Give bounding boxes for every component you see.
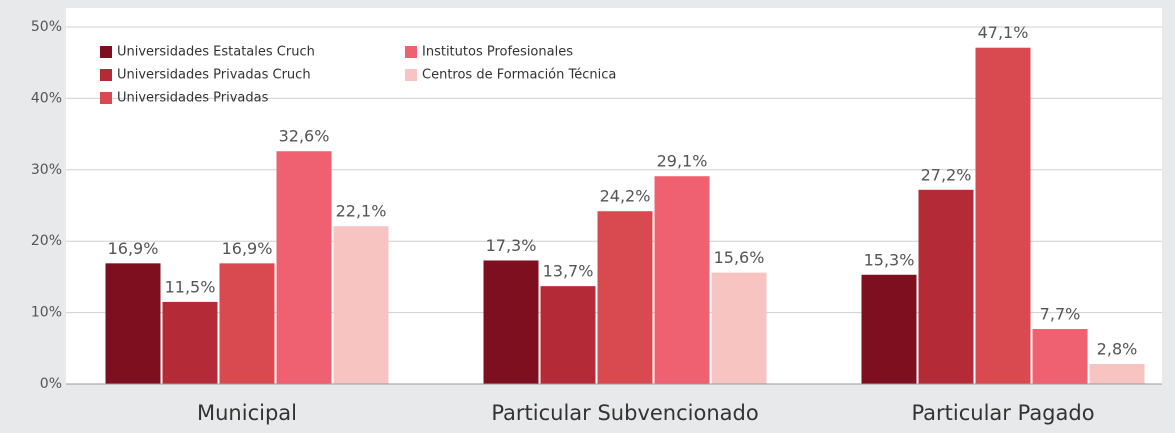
bar — [162, 301, 218, 384]
value-label: 2,8% — [1097, 340, 1138, 359]
bar — [654, 176, 710, 384]
x-tick-label: Particular Subvencionado — [491, 401, 758, 425]
legend-label: Universidades Privadas — [117, 91, 269, 106]
value-label: 27,2% — [921, 165, 972, 184]
bar — [597, 211, 653, 384]
x-tick-label: Particular Pagado — [911, 401, 1094, 425]
value-label: 29,1% — [657, 152, 708, 171]
value-label: 15,3% — [864, 250, 915, 269]
legend-swatch — [100, 92, 112, 104]
bar — [975, 47, 1031, 385]
value-label: 15,6% — [714, 248, 765, 267]
y-tick-label: 10% — [31, 305, 62, 321]
value-label: 7,7% — [1040, 305, 1081, 324]
legend-label: Universidades Estatales Cruch — [117, 45, 315, 60]
bar — [333, 226, 389, 384]
legend-swatch — [405, 69, 417, 81]
y-tick-label: 20% — [31, 233, 62, 249]
legend-swatch — [100, 46, 112, 58]
bar — [276, 151, 332, 384]
value-label: 17,3% — [486, 236, 537, 255]
bar — [540, 286, 596, 384]
bar — [219, 263, 275, 384]
value-label: 11,5% — [165, 277, 216, 296]
value-label: 47,1% — [978, 23, 1029, 42]
legend-label: Institutos Profesionales — [422, 45, 573, 60]
bar — [918, 189, 974, 384]
value-label: 24,2% — [600, 187, 651, 206]
bar — [1089, 364, 1145, 384]
bar — [711, 272, 767, 384]
y-tick-label: 0% — [40, 376, 62, 392]
bar — [1032, 329, 1088, 384]
y-tick-label: 50% — [31, 19, 62, 35]
x-tick-label: Municipal — [197, 401, 297, 425]
legend-label: Centros de Formación Técnica — [422, 68, 616, 83]
y-tick-label: 40% — [31, 90, 62, 106]
y-tick-label: 30% — [31, 162, 62, 178]
value-label: 13,7% — [543, 262, 594, 281]
bar — [105, 263, 161, 384]
value-label: 22,1% — [336, 202, 387, 221]
value-label: 16,9% — [222, 239, 273, 258]
value-label: 16,9% — [108, 239, 159, 258]
bar — [483, 260, 539, 384]
legend-swatch — [405, 46, 417, 58]
value-label: 32,6% — [279, 127, 330, 146]
bar — [861, 274, 917, 384]
legend-label: Universidades Privadas Cruch — [117, 68, 311, 83]
legend-swatch — [100, 69, 112, 81]
